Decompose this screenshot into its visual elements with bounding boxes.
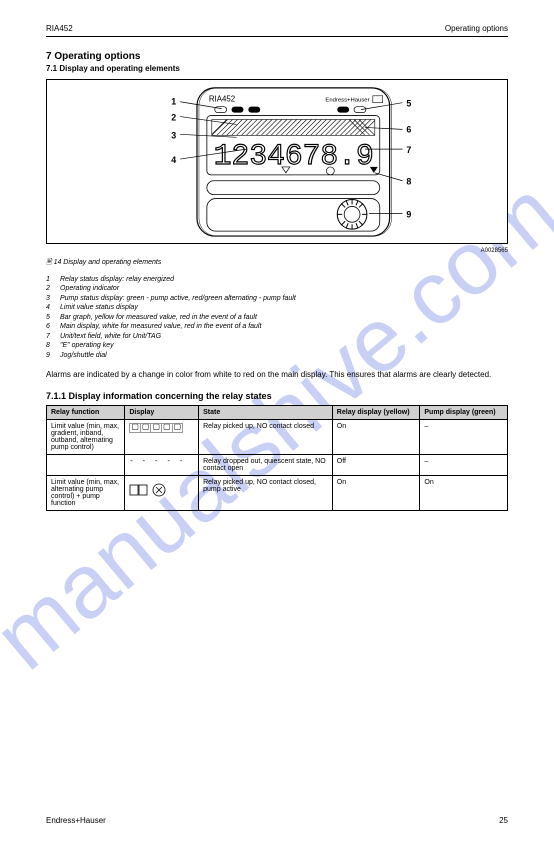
table-header: Pump display (green) bbox=[420, 405, 508, 419]
legend-text: Unit/text field, white for Unit/TAG bbox=[60, 332, 161, 341]
legend-num: 1 bbox=[46, 275, 60, 284]
legend-num: 9 bbox=[46, 351, 60, 360]
legend-num: 2 bbox=[46, 284, 60, 293]
table-row: Limit value (min, max, alternating pump … bbox=[47, 475, 508, 510]
footer-left: Endress+Hauser bbox=[46, 816, 106, 825]
footer-page-number: 25 bbox=[499, 816, 508, 825]
info-paragraph: Alarms are indicated by a change in colo… bbox=[46, 370, 508, 381]
legend-text: Pump status display: green - pump active… bbox=[60, 294, 296, 303]
legend-text: Bar graph, yellow for measured value, re… bbox=[60, 313, 257, 322]
brand-label: Endress+Hauser bbox=[325, 98, 369, 104]
header-rule bbox=[46, 36, 508, 37]
seven-segment-display: 1234678.9 bbox=[214, 139, 374, 173]
subsection-title: 7.1 Display and operating elements bbox=[46, 64, 508, 73]
section-title: 7 Operating options bbox=[46, 51, 508, 62]
pump-active-icon bbox=[129, 479, 169, 501]
figure-code: A0028565 bbox=[46, 248, 508, 254]
table-cell: On bbox=[420, 475, 508, 510]
table-row: Limit value (min, max, gradient, inband,… bbox=[47, 419, 508, 454]
legend-num: 6 bbox=[46, 322, 60, 331]
callout-4: 4 bbox=[171, 155, 176, 165]
legend-num: 4 bbox=[46, 303, 60, 312]
legend-num: 7 bbox=[46, 332, 60, 341]
callout-1: 1 bbox=[171, 97, 176, 107]
table-cell: On bbox=[332, 475, 420, 510]
legend-text: Limit value status display bbox=[60, 303, 138, 312]
table-cell: Off bbox=[332, 454, 420, 475]
relay-state-table: Relay function Display State Relay displ… bbox=[46, 405, 508, 511]
display-symbol-cell: - - - - - bbox=[125, 454, 199, 475]
callout-5: 5 bbox=[406, 99, 411, 109]
table-cell: – bbox=[420, 419, 508, 454]
display-symbol-cell bbox=[125, 475, 199, 510]
legend-num: 5 bbox=[46, 313, 60, 322]
table-cell: Relay dropped out, quiescent state, NO c… bbox=[199, 454, 333, 475]
table-header: Relay display (yellow) bbox=[332, 405, 420, 419]
page-header: RIA452 Operating options bbox=[46, 24, 508, 33]
table-header: State bbox=[199, 405, 333, 419]
jog-dial bbox=[337, 200, 367, 230]
device-model-label: RIA452 bbox=[209, 95, 235, 104]
table-cell: – bbox=[420, 454, 508, 475]
callout-6: 6 bbox=[406, 124, 411, 134]
page-content: RIA452 Operating options 7 Operating opt… bbox=[0, 0, 554, 511]
table-header: Relay function bbox=[47, 405, 125, 419]
page-footer: Endress+Hauser 25 bbox=[46, 816, 508, 825]
legend-num: 3 bbox=[46, 294, 60, 303]
table-cell: Relay picked up, NO contact closed bbox=[199, 419, 333, 454]
legend-text: Jog/shuttle dial bbox=[60, 351, 107, 360]
table-header: Display bbox=[125, 405, 199, 419]
table-cell: Relay picked up, NO contact closed, pump… bbox=[199, 475, 333, 510]
callout-8: 8 bbox=[406, 177, 411, 187]
legend-num: 8 bbox=[46, 341, 60, 350]
table-cell: Limit value (min, max, alternating pump … bbox=[47, 475, 125, 510]
table-cell bbox=[47, 454, 125, 475]
figure-caption: 🖹 14 Display and operating elements bbox=[46, 258, 508, 269]
header-right: Operating options bbox=[445, 24, 508, 33]
relay-section-title: 7.1.1 Display information concerning the… bbox=[46, 391, 508, 401]
callout-9: 9 bbox=[406, 209, 411, 219]
device-figure: RIA452 Endress+Hauser bbox=[46, 79, 508, 244]
legend-text: Operating indicator bbox=[60, 284, 119, 293]
legend-text: Main display, white for measured value, … bbox=[60, 322, 261, 331]
callout-7: 7 bbox=[406, 145, 411, 155]
display-symbol-cell: ▢▢▢▢▢ bbox=[125, 419, 199, 454]
figure-legend: 1Relay status display: relay energized 2… bbox=[46, 275, 508, 360]
table-cell: Limit value (min, max, gradient, inband,… bbox=[47, 419, 125, 454]
legend-text: "E" operating key bbox=[60, 341, 114, 350]
callout-2: 2 bbox=[171, 113, 176, 123]
callout-3: 3 bbox=[171, 130, 176, 140]
table-row: - - - - - Relay dropped out, quiescent s… bbox=[47, 454, 508, 475]
legend-text: Relay status display: relay energized bbox=[60, 275, 174, 284]
header-left: RIA452 bbox=[46, 24, 73, 33]
table-cell: On bbox=[332, 419, 420, 454]
